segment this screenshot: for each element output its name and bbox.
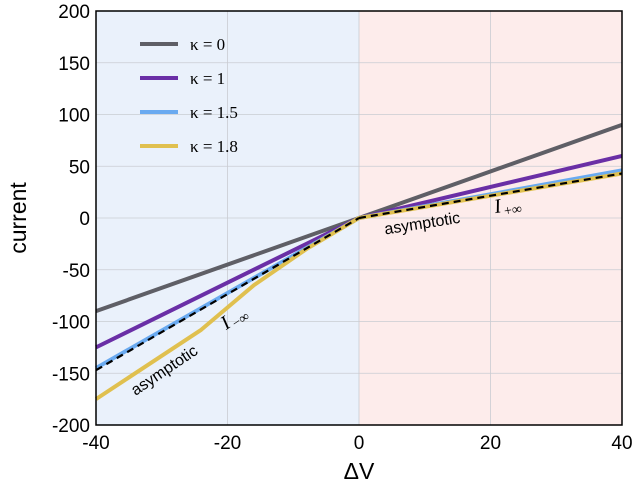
y-tick-label-1: 150 xyxy=(58,54,90,75)
legend-label-1: κ = 1 xyxy=(190,69,225,88)
y-tick-label-0: 200 xyxy=(58,2,90,23)
y-tick-label-4: 0 xyxy=(79,209,90,230)
plot-frame xyxy=(95,10,623,426)
annotation-positive-subscript: +∞ xyxy=(503,202,523,220)
x-tick-label-0: -40 xyxy=(82,433,109,454)
y-tick-labels: 200 150 100 50 0 -50 -100 -150 -200 xyxy=(52,2,90,437)
y-tick-label-7: -150 xyxy=(52,364,90,385)
y-tick-label-6: -100 xyxy=(52,313,90,334)
x-tick-label-3: 20 xyxy=(480,433,501,454)
legend-label-2: κ = 1.5 xyxy=(190,103,238,122)
y-tick-label-2: 100 xyxy=(58,106,90,127)
x-tick-label-2: 0 xyxy=(354,433,365,454)
y-tick-label-8: -200 xyxy=(52,416,90,437)
x-tick-label-4: 40 xyxy=(611,433,632,454)
asymptote-lines xyxy=(95,172,623,372)
legend-label-0: κ = 0 xyxy=(190,35,225,54)
y-axis-label: current xyxy=(5,182,31,254)
asymptote-line-1 xyxy=(358,172,623,220)
y-tick-label-5: -50 xyxy=(63,261,90,282)
legend-label-3: κ = 1.8 xyxy=(190,137,238,156)
x-tick-labels: -40 -20 0 20 40 xyxy=(82,433,632,454)
asymptote-line-0 xyxy=(95,217,360,372)
y-tick-label-3: 50 xyxy=(69,157,90,178)
legend: κ = 0 κ = 1 κ = 1.5 κ = 1.8 xyxy=(140,35,238,156)
series-line-3 xyxy=(94,171,623,401)
x-axis-label: ΔV xyxy=(344,458,375,484)
x-tick-label-1: -20 xyxy=(214,433,241,454)
